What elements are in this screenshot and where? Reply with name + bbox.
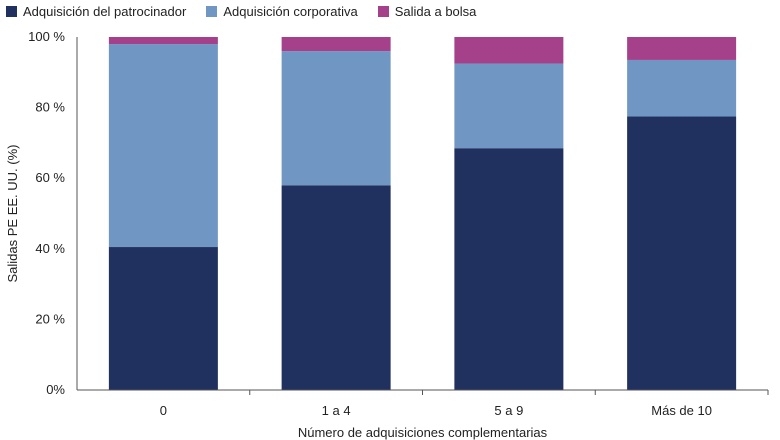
bar-segment-sponsor [454,148,564,390]
bar-segment-ipo [454,37,564,64]
bar-segment-sponsor [627,116,737,391]
legend-swatch-ipo [377,6,389,17]
bar-segment-ipo [627,37,737,60]
y-tick-label: 0% [46,382,65,397]
bar-segment-corporate [454,63,564,149]
legend-item-corporate: Adquisición corporativa [206,4,358,19]
legend-label-ipo: Salida a bolsa [394,4,477,19]
y-tick-label: 60 % [35,170,65,185]
legend-label-corporate: Adquisición corporativa [223,4,358,19]
y-tick-label: 80 % [35,100,65,115]
x-tick-label: 1 a 4 [322,403,351,418]
x-tick-label: Más de 10 [651,403,712,418]
legend-item-sponsor: Adquisición del patrocinador [6,4,186,19]
bar-segment-sponsor [281,185,391,390]
y-axis-title: Salidas PE EE. UU. (%) [5,145,20,283]
bar-segment-sponsor [108,247,218,390]
y-tick-label: 20 % [35,311,65,326]
x-tick-label: 5 a 9 [494,403,523,418]
legend-label-sponsor: Adquisición del patrocinador [23,4,187,19]
y-axis-ticks: 0% 20 % 40 % 60 % 80 % 100 % [28,29,65,397]
bar-segment-ipo [108,37,218,45]
legend-swatch-sponsor [6,6,17,17]
legend-item-ipo: Salida a bolsa [377,4,477,19]
bars-group [108,37,737,391]
y-tick-label: 100 % [28,29,65,44]
chart-legend: Adquisición del patrocinador Adquisición… [6,4,476,19]
y-tick-label: 40 % [35,241,65,256]
bar-segment-corporate [627,59,737,117]
legend-swatch-corporate [206,6,218,17]
bar-segment-corporate [108,44,218,248]
x-axis-title: Número de adquisiciones complementarias [298,425,548,440]
x-tick-label: 0 [160,403,167,418]
bar-segment-ipo [281,37,391,52]
bar-segment-corporate [281,51,391,186]
x-axis-ticks: 0 1 a 4 5 a 9 Más de 10 [160,390,769,418]
